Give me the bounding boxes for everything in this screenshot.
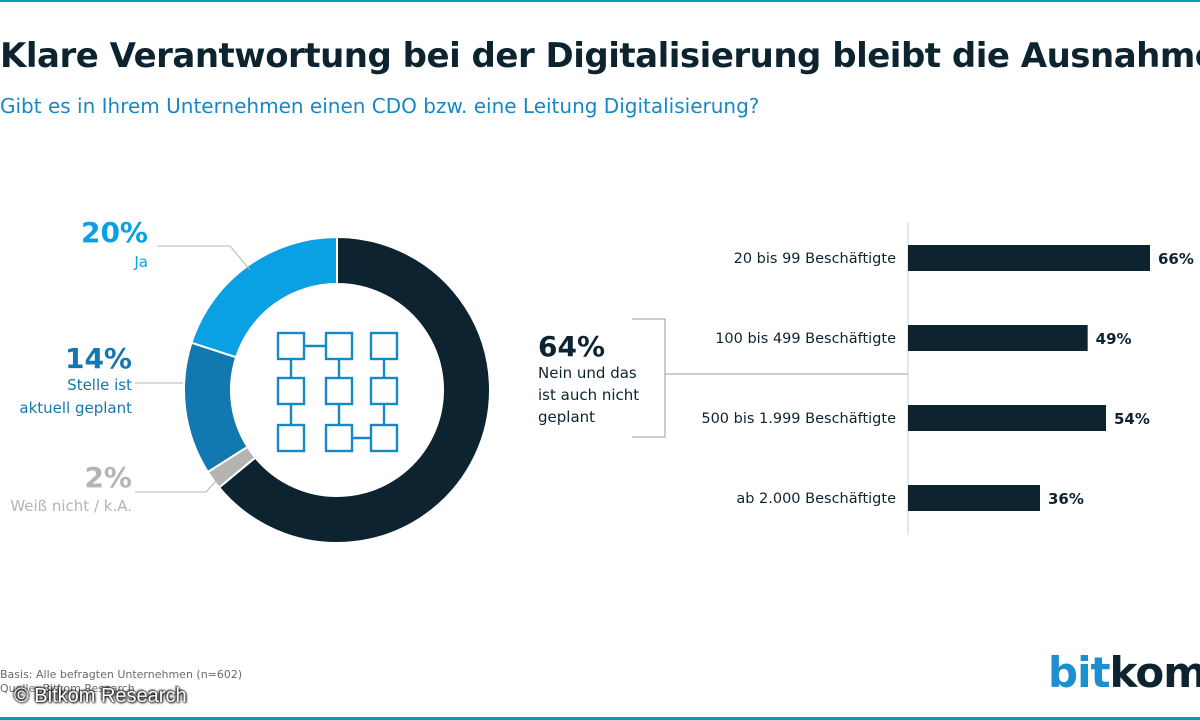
bar-category-label: ab 2.000 Beschäftigte <box>736 491 896 507</box>
bar-value-label: 66% <box>1158 250 1194 268</box>
slice-label-ja-text: Ja <box>133 253 148 271</box>
footnote-basis: Basis: Alle befragten Unternehmen (n=602… <box>0 668 243 681</box>
page-subtitle: Gibt es in Ihrem Unternehmen einen CDO b… <box>0 94 760 118</box>
bar-category-label: 20 bis 99 Beschäftigte <box>734 251 896 267</box>
leader-line-ja <box>157 245 251 271</box>
slice-label-nein-pct: 64% <box>538 330 605 363</box>
bitkom-logo: bitkom <box>1048 648 1200 697</box>
slice-label-weiss-pct: 2% <box>84 461 132 494</box>
bar-4 <box>908 485 1040 511</box>
slice-label-nein-text-3: geplant <box>538 408 595 426</box>
footnote-source: Quelle: Bitkom Research <box>0 682 135 695</box>
donut-slice-ja <box>190 235 338 359</box>
donut-chart <box>183 235 491 544</box>
bar-chart: 20 bis 99 Beschäftigte 66% 100 bis 499 Bes… <box>701 245 1194 511</box>
bar-value-label: 36% <box>1048 490 1084 508</box>
bar-value-label: 49% <box>1096 330 1132 348</box>
bar-1 <box>908 245 1150 271</box>
bar-3 <box>908 405 1106 431</box>
bottom-rule <box>0 717 1200 720</box>
slice-label-weiss-text: Weiß nicht / k.A. <box>10 497 132 515</box>
slice-label-geplant-text-2: aktuell geplant <box>19 399 132 417</box>
slice-label-nein-text-2: ist auch nicht <box>538 386 639 404</box>
watermark: © Bitkom Research <box>14 685 187 707</box>
slice-label-nein-text-1: Nein und das <box>538 364 637 382</box>
leader-line-weiss <box>135 479 218 493</box>
top-rule <box>0 0 1200 2</box>
bar-category-label: 500 bis 1.999 Beschäftigte <box>701 411 896 427</box>
bar-value-label: 54% <box>1114 410 1150 428</box>
slice-label-geplant-text-1: Stelle ist <box>67 376 132 394</box>
slice-label-ja-pct: 20% <box>81 216 148 249</box>
donut-slice-nein <box>217 235 491 544</box>
page-title: Klare Verantwortung bei der Digitalisier… <box>0 36 1200 76</box>
bracket-connector <box>632 318 908 438</box>
bar-2 <box>908 325 1088 351</box>
donut-slice-geplant <box>183 341 249 474</box>
network-grid-icon <box>276 331 399 453</box>
slice-label-geplant-pct: 14% <box>65 342 132 375</box>
bar-category-label: 100 bis 499 Beschäftigte <box>715 331 896 347</box>
